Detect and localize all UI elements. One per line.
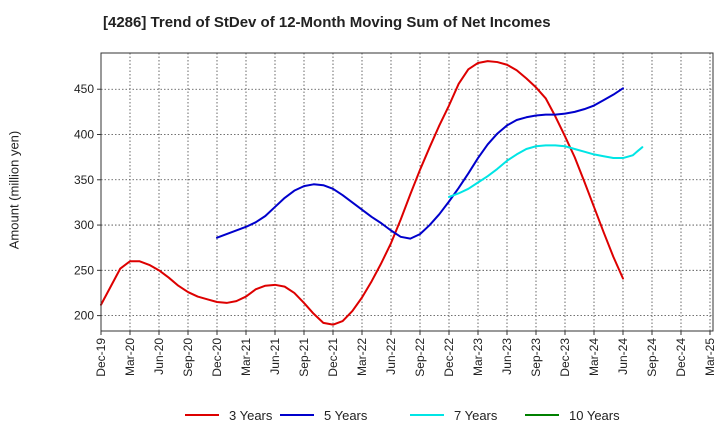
x-tick-label: Jun-20 — [152, 338, 166, 375]
x-tick-label: Sep-22 — [413, 338, 427, 377]
x-tick-label: Sep-24 — [645, 338, 659, 377]
legend-label: 5 Years — [324, 407, 368, 423]
x-tick-label: Jun-21 — [268, 338, 282, 375]
legend-item: 10 Years — [525, 404, 620, 426]
x-tick-label: Mar-20 — [123, 338, 137, 376]
x-tick-label: Jun-23 — [500, 338, 514, 375]
y-tick-label: 200 — [74, 309, 94, 323]
x-tick-label: Sep-23 — [529, 338, 543, 377]
series-line — [216, 87, 624, 240]
x-tick-label: Mar-25 — [703, 338, 717, 376]
series-line — [448, 144, 644, 198]
x-tick-label: Mar-24 — [587, 338, 601, 376]
x-tick-label: Jun-22 — [384, 338, 398, 375]
legend-swatch — [185, 414, 219, 416]
series-line — [100, 60, 624, 326]
y-tick-labels: 200 250 300 350 400 450 — [74, 82, 101, 323]
legend-item: 7 Years — [410, 404, 497, 426]
legend-swatch — [410, 414, 444, 416]
chart-title: [4286] Trend of StDev of 12-Month Moving… — [103, 14, 551, 31]
legend-label: 7 Years — [454, 407, 498, 423]
x-tick-label: Dec-19 — [94, 338, 108, 377]
x-tick-label: Dec-24 — [674, 338, 688, 377]
y-tick-label: 400 — [74, 127, 94, 141]
legend-item: 5 Years — [280, 404, 367, 426]
x-tick-label: Sep-20 — [181, 338, 195, 377]
x-tick-label: Dec-23 — [558, 338, 572, 377]
x-tick-label: Mar-21 — [239, 338, 253, 376]
y-tick-label: 300 — [74, 218, 94, 232]
x-tick-label: Dec-21 — [326, 338, 340, 377]
y-tick-label: 450 — [74, 82, 94, 96]
plot-area — [101, 53, 713, 331]
legend-label: 10 Years — [569, 407, 620, 423]
legend-swatch — [525, 414, 559, 416]
series-lines — [100, 60, 644, 326]
legend-item: 3 Years — [185, 404, 272, 426]
x-tick-label: Mar-22 — [355, 338, 369, 376]
y-tick-label: 350 — [74, 173, 94, 187]
grid — [101, 53, 713, 331]
x-tick-label: Jun-24 — [616, 338, 630, 375]
x-tick-label: Dec-22 — [442, 338, 456, 377]
x-tick-label: Mar-23 — [471, 338, 485, 376]
y-tick-label: 250 — [74, 263, 94, 277]
legend-swatch — [280, 414, 314, 416]
x-tick-label: Dec-20 — [210, 338, 224, 377]
legend: 3 Years 5 Years 7 Years 10 Years — [0, 404, 720, 426]
legend-label: 3 Years — [229, 407, 273, 423]
x-tick-label: Sep-21 — [297, 338, 311, 377]
x-tick-labels: Dec-19 Mar-20 Jun-20 Sep-20 Dec-20 Mar-21 Jun-… — [94, 331, 717, 377]
plot-frame — [100, 52, 714, 332]
